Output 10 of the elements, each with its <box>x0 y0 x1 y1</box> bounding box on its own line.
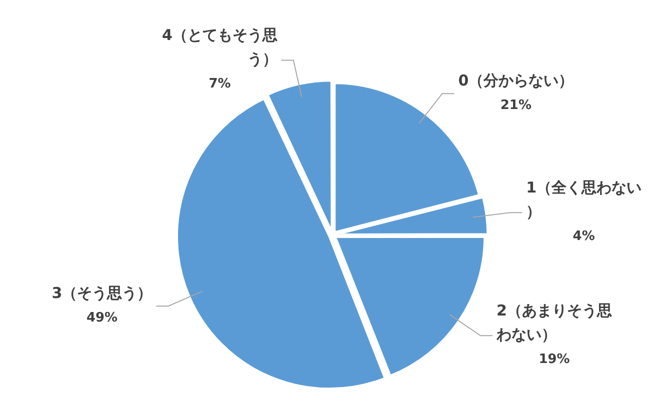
data-label: 4% <box>572 228 595 244</box>
data-label: 19% <box>538 352 570 367</box>
data-label: 21% <box>500 98 532 113</box>
slice-label: 3（そう思う） <box>52 284 152 302</box>
slice-label: 1（全く思わない） <box>526 178 642 220</box>
slice-label: 2（あまりそう思わない） <box>496 302 612 344</box>
slice-label: 0（分からない） <box>458 71 574 90</box>
data-label: 49% <box>86 310 118 326</box>
data-label: 7% <box>208 76 231 92</box>
slice-label: 4（とてもそう思う） <box>162 26 278 68</box>
